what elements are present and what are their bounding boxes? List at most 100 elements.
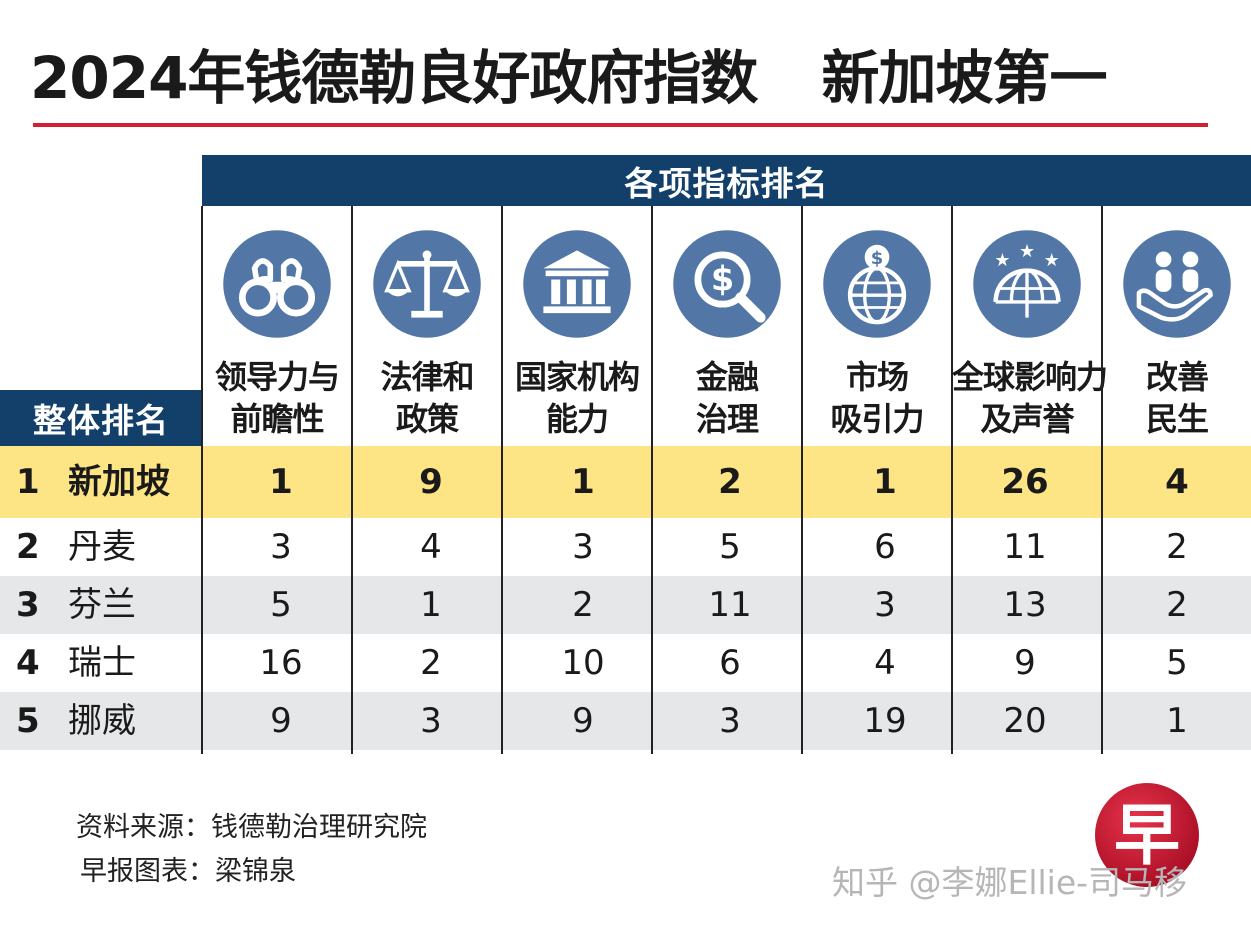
hand-people-icon: [1121, 228, 1233, 340]
indicator-rank-cell: 1: [873, 462, 897, 502]
indicator-rank-cell: 3: [420, 701, 442, 741]
indicator-label-line2: 民生: [1145, 400, 1209, 438]
country-name: 瑞士: [68, 643, 136, 683]
column-divider: [501, 206, 503, 754]
indicator-rank-cell: 4: [420, 527, 442, 567]
column-divider: [951, 206, 953, 754]
indicator-rank-cell: 2: [718, 462, 742, 502]
indicator-column-header: $ 金融治理: [652, 206, 802, 446]
overall-rank: 3: [16, 585, 40, 625]
indicator-rank-cell: 1: [571, 462, 595, 502]
indicator-label-line2: 政策: [395, 400, 459, 438]
indicator-label-line2: 及声誉: [980, 400, 1074, 438]
table-row: 3 芬兰 5 1 2 11 3 13 2: [0, 576, 1251, 634]
indicator-rank-cell: 3: [270, 527, 292, 567]
indicator-rank-cell: 4: [1165, 462, 1189, 502]
indicator-rank-cell: 11: [1003, 527, 1047, 567]
indicator-rank-cell: 9: [270, 701, 292, 741]
indicator-label: 全球影响力 及声誉: [952, 356, 1108, 440]
indicator-label-line2: 治理: [695, 400, 759, 438]
globe-stars-icon: ★ ★ ★: [971, 228, 1083, 340]
overall-rank: 1: [16, 462, 40, 502]
table-row: 1 新加坡 1 9 1 2 1 26 4: [0, 446, 1251, 518]
country-name: 新加坡: [68, 462, 170, 502]
svg-text:★: ★: [1044, 250, 1060, 271]
indicator-rank-cell: 5: [1166, 643, 1188, 683]
indicator-column-header: $ 市场吸引力: [802, 206, 952, 446]
watermark: 知乎 @李娜Ellie-司马移: [832, 863, 1188, 902]
overall-rank-header: 整体排名: [0, 390, 202, 446]
indicator-header-band: 各项指标排名: [202, 155, 1251, 206]
indicator-column-header: 改善 民生: [1102, 206, 1251, 446]
indicator-rank-cell: 16: [259, 643, 303, 683]
scales-icon: [371, 228, 483, 340]
indicator-label-line2: 能力: [545, 400, 609, 438]
country-name: 芬兰: [68, 585, 136, 625]
indicator-rank-cell: 26: [1001, 462, 1049, 502]
source-credit: 资料来源：钱德勒治理研究院: [76, 812, 427, 843]
indicator-label: 法律和 政策: [352, 356, 502, 440]
indicator-rank-cell: 1: [420, 585, 442, 625]
overall-rank: 4: [16, 643, 40, 683]
svg-text:★: ★: [1019, 241, 1035, 262]
indicator-rank-cell: 2: [1166, 585, 1188, 625]
indicator-label-line1: 法律和: [380, 358, 474, 396]
indicator-label-line1: 全球影响力: [952, 358, 1108, 396]
chart-credit: 早报图表：梁锦泉: [80, 856, 296, 887]
indicator-column-header: 国家机构 能力: [502, 206, 652, 446]
indicator-column-header: ★ ★ ★ 全球影响力及声誉: [952, 206, 1108, 446]
indicator-rank-cell: 4: [874, 643, 896, 683]
indicator-rank-cell: 13: [1003, 585, 1047, 625]
indicator-rank-cell: 2: [1166, 527, 1188, 567]
column-divider: [201, 206, 203, 754]
indicator-rank-cell: 6: [719, 643, 741, 683]
indicator-label: 金融 治理: [652, 356, 802, 440]
svg-text:$: $: [711, 260, 734, 299]
indicator-rank-cell: 19: [863, 701, 907, 741]
table-row: 2 丹麦 3 4 3 5 6 11 2: [0, 518, 1251, 576]
title-highlight: 新加坡第一: [821, 44, 1107, 112]
indicator-label: 领导力与 前瞻性: [202, 356, 352, 440]
indicator-rank-cell: 3: [719, 701, 741, 741]
indicator-label-line1: 领导力与: [214, 358, 340, 396]
zaobao-logo: 早: [1092, 780, 1202, 890]
indicator-column-header: 法律和 政策: [352, 206, 502, 446]
svg-text:★: ★: [994, 250, 1010, 271]
indicator-rank-cell: 10: [561, 643, 605, 683]
indicator-rank-cell: 6: [874, 527, 896, 567]
indicator-rank-cell: 3: [874, 585, 896, 625]
indicator-rank-cell: 9: [1014, 643, 1036, 683]
indicator-rank-cell: 5: [270, 585, 292, 625]
logo-glyph: 早: [1114, 797, 1180, 874]
globe-dollar-icon: $: [821, 228, 933, 340]
indicator-rank-cell: 5: [719, 527, 741, 567]
indicator-label: 市场 吸引力: [802, 356, 952, 440]
column-divider: [801, 206, 803, 754]
title-main: 2024年钱德勒良好政府指数: [30, 44, 758, 112]
indicator-label-line1: 改善: [1145, 358, 1209, 396]
svg-text:$: $: [871, 248, 883, 269]
page-title: 2024年钱德勒良好政府指数 新加坡第一: [30, 38, 1220, 118]
indicator-rank-cell: 9: [419, 462, 443, 502]
indicator-column-header: 领导力与 前瞻性: [202, 206, 352, 446]
indicator-label-line2: 吸引力: [830, 400, 924, 438]
country-name: 挪威: [68, 701, 136, 741]
indicator-rank-cell: 1: [269, 462, 293, 502]
indicator-rank-cell: 11: [708, 585, 752, 625]
indicator-rank-cell: 2: [420, 643, 442, 683]
indicator-rank-cell: 3: [572, 527, 594, 567]
indicator-label: 国家机构 能力: [502, 356, 652, 440]
overall-rank: 2: [16, 527, 40, 567]
institution-icon: [521, 228, 633, 340]
finance-magnifier-icon: $: [671, 228, 783, 340]
title-divider: [33, 123, 1208, 127]
column-divider: [351, 206, 353, 754]
indicator-label-line1: 市场: [845, 358, 909, 396]
binoculars-icon: [221, 228, 333, 340]
indicator-label: 改善 民生: [1102, 356, 1251, 440]
indicator-rank-cell: 1: [1166, 701, 1188, 741]
indicator-rank-cell: 2: [572, 585, 594, 625]
indicator-rank-cell: 20: [1003, 701, 1047, 741]
indicator-label-line1: 金融: [695, 358, 759, 396]
table-row: 5 挪威 9 3 9 3 19 20 1: [0, 692, 1251, 750]
